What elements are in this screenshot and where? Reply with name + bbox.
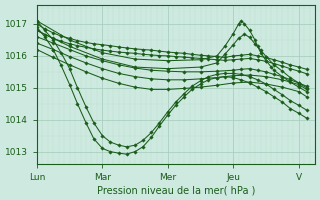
- X-axis label: Pression niveau de la mer( hPa ): Pression niveau de la mer( hPa ): [97, 185, 255, 195]
